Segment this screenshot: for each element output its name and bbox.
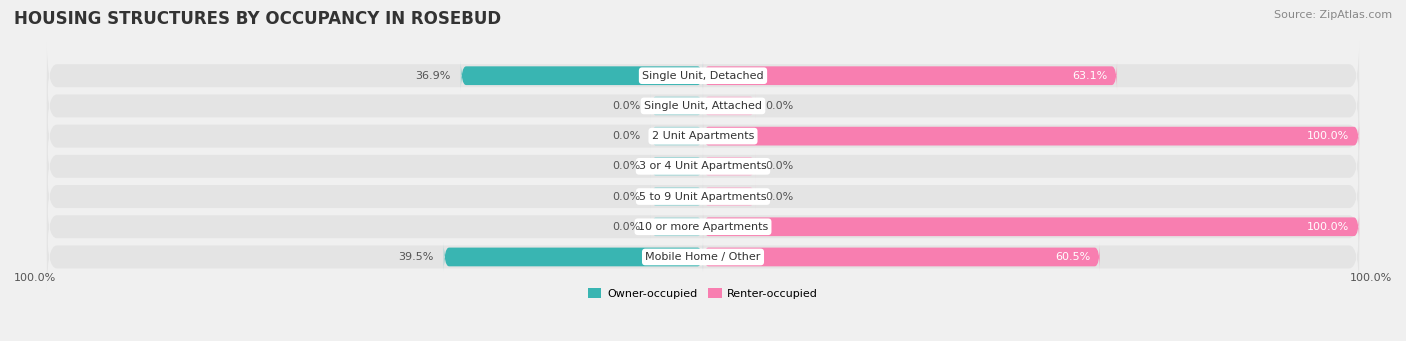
Text: 0.0%: 0.0% [765,161,793,171]
Legend: Owner-occupied, Renter-occupied: Owner-occupied, Renter-occupied [583,284,823,303]
Text: 100.0%: 100.0% [14,272,56,282]
Text: 5 to 9 Unit Apartments: 5 to 9 Unit Apartments [640,192,766,202]
Text: 0.0%: 0.0% [765,192,793,202]
Text: Source: ZipAtlas.com: Source: ZipAtlas.com [1274,10,1392,20]
Text: 0.0%: 0.0% [613,101,641,111]
Text: 100.0%: 100.0% [1308,222,1350,232]
FancyBboxPatch shape [703,151,755,181]
Text: 39.5%: 39.5% [399,252,434,262]
FancyBboxPatch shape [651,121,703,151]
Text: Single Unit, Detached: Single Unit, Detached [643,71,763,81]
FancyBboxPatch shape [651,212,703,241]
FancyBboxPatch shape [703,61,1116,90]
FancyBboxPatch shape [703,242,1099,272]
FancyBboxPatch shape [651,91,703,121]
FancyBboxPatch shape [651,151,703,181]
FancyBboxPatch shape [46,42,1360,109]
FancyBboxPatch shape [46,72,1360,140]
FancyBboxPatch shape [651,182,703,211]
Text: 0.0%: 0.0% [613,161,641,171]
Text: Mobile Home / Other: Mobile Home / Other [645,252,761,262]
FancyBboxPatch shape [46,102,1360,170]
FancyBboxPatch shape [703,212,1360,241]
Text: 3 or 4 Unit Apartments: 3 or 4 Unit Apartments [640,161,766,171]
Text: 63.1%: 63.1% [1071,71,1107,81]
Text: 60.5%: 60.5% [1054,252,1090,262]
Text: 100.0%: 100.0% [1350,272,1392,282]
Text: 10 or more Apartments: 10 or more Apartments [638,222,768,232]
FancyBboxPatch shape [703,121,1360,151]
Text: 0.0%: 0.0% [613,192,641,202]
FancyBboxPatch shape [461,61,703,90]
Text: 0.0%: 0.0% [613,131,641,141]
Text: Single Unit, Attached: Single Unit, Attached [644,101,762,111]
Text: 2 Unit Apartments: 2 Unit Apartments [652,131,754,141]
Text: HOUSING STRUCTURES BY OCCUPANCY IN ROSEBUD: HOUSING STRUCTURES BY OCCUPANCY IN ROSEB… [14,10,501,28]
FancyBboxPatch shape [46,223,1360,291]
FancyBboxPatch shape [46,133,1360,200]
Text: 36.9%: 36.9% [416,71,451,81]
FancyBboxPatch shape [46,163,1360,231]
Text: 100.0%: 100.0% [1308,131,1350,141]
FancyBboxPatch shape [444,242,703,272]
FancyBboxPatch shape [703,182,755,211]
FancyBboxPatch shape [703,91,755,121]
FancyBboxPatch shape [46,193,1360,261]
Text: 0.0%: 0.0% [765,101,793,111]
Text: 0.0%: 0.0% [613,222,641,232]
